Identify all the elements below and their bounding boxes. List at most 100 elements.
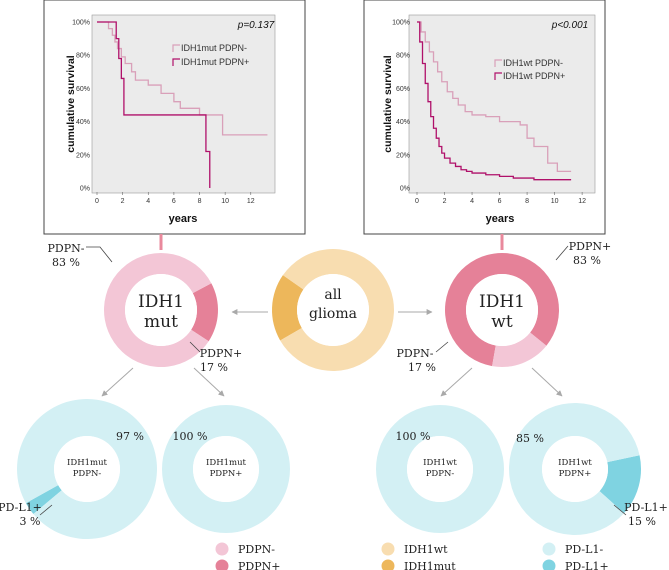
km-pvalue-idh1mut: p=0.137 [237, 20, 275, 31]
anno-mut-pos-pdl1-neg: 100 % [173, 430, 208, 443]
km-ticks-idh1mut: 0% 20% 40% 60% 80% 100% 0 2 4 6 8 10 12 [72, 20, 255, 206]
km-ytick-label: 40% [76, 119, 90, 126]
anno-mut-pdpn-neg-leader [86, 246, 113, 263]
center-wt-pos-1: IDH1wt [558, 458, 592, 468]
km-ytick-label: 60% [76, 86, 90, 93]
donut-hole [297, 274, 369, 346]
arrow-mut-pos [193, 367, 225, 397]
km-xtick-label: 4 [146, 198, 150, 205]
donut-slice-pdpnneg [104, 252, 212, 367]
km-legend-label-neg: IDH1mut PDPN- [181, 43, 247, 53]
donut-slice-pdpnpos [444, 253, 559, 367]
donut-slice-pd-l1pos [25, 485, 62, 514]
center-wt-pos-2: PDPN+ [559, 469, 592, 479]
km-legend-idh1mut: IDH1mut PDPN- IDH1mut PDPN+ [172, 43, 249, 67]
anno-wt-pdpn-pos-leader [555, 245, 569, 261]
anno-wt-pos-pdl1-pos-value: 15 % [628, 515, 656, 528]
donut-idh1mut-pdpn-neg [16, 398, 158, 539]
legend-label: IDH1wt [404, 543, 448, 556]
donut-slice-pd-l1pos [599, 455, 641, 514]
donut-slice-idh1wt [280, 248, 395, 371]
donut-idh1mut-pdpn-pos [162, 405, 290, 533]
legend-label: PD-L1- [565, 543, 603, 556]
donut-slice-idh1mut [272, 275, 304, 341]
center-idh1wt-2: wt [491, 312, 513, 332]
km-pvalue-idh1wt: p<0.001 [551, 20, 588, 31]
legend-label: PDPN- [238, 543, 275, 556]
center-mut-neg-1: IDH1mut [67, 458, 108, 468]
donut-slice-pd-l1neg [16, 398, 158, 539]
donut-center-labels: all glioma IDH1 mut IDH1 wt IDH1mut PDPN… [67, 287, 592, 479]
km-series-idh1mut-pdpn- [97, 21, 268, 136]
center-wt-neg-1: IDH1wt [423, 458, 457, 468]
km-xtick-label: 12 [578, 198, 586, 205]
km-xtick-label: 8 [525, 198, 529, 205]
km-ytick-label: 100% [72, 20, 90, 27]
center-idh1mut-2: mut [144, 312, 178, 332]
anno-wt-pos-pdl1-pos-leader [613, 504, 627, 516]
km-xtick-label: 2 [443, 198, 447, 205]
km-series-idh1wt-pdpnpos [417, 21, 572, 181]
anno-wt-pdpn-neg-value: 17 % [408, 361, 436, 374]
donut-idh1wt [444, 253, 559, 367]
km-xtick-label: 0 [95, 198, 99, 205]
km-ytick-label: 0% [400, 186, 410, 193]
donut-all-glioma [272, 248, 395, 371]
donut-hole [193, 436, 259, 502]
km-ytick-label: 20% [396, 152, 410, 159]
legend: PDPN- PDPN+ IDH1wt IDH1mut PD-L1- PD-L1+ [215, 542, 609, 570]
km-legend-mark-neg [172, 44, 180, 52]
percent-annotations: PDPN- 83 % PDPN+ 17 % PDPN+ 83 % PDPN- 1… [0, 240, 668, 528]
center-all-glioma-2: glioma [309, 306, 357, 322]
center-wt-neg-2: PDPN- [426, 469, 455, 479]
km-xtick-label: 12 [247, 198, 255, 205]
donut-hole [54, 436, 120, 502]
donut-slice-pdpnpos [191, 283, 218, 342]
km-series-idh1wt-pdpn- [417, 21, 572, 173]
km-plot-bg-idh1wt [408, 14, 596, 194]
arrow-wt-pos [531, 367, 563, 397]
km-xtick-label: 10 [551, 198, 559, 205]
legend-swatch [381, 559, 395, 570]
anno-mut-neg-pdl1-neg: 97 % [116, 430, 144, 443]
anno-mut-neg-pdl1-pos-value: 3 % [20, 515, 41, 528]
anno-wt-pdpn-neg-leader [435, 341, 449, 353]
donut-slice-pd-l1neg [162, 405, 290, 533]
donut-slice-pd-l1neg [376, 405, 504, 533]
anno-mut-pdpn-pos-label: PDPN+ [200, 347, 242, 360]
legend-swatch [381, 542, 395, 556]
anno-wt-pdpn-pos-value: 83 % [573, 254, 601, 267]
anno-wt-pos-pdl1-neg: 85 % [516, 432, 544, 445]
km-ytick-label: 100% [392, 20, 410, 27]
center-idh1wt-1: IDH1 [479, 292, 525, 312]
km-xtick-label: 10 [221, 198, 229, 205]
km-panel-idh1wt: 0% 20% 40% 60% 80% 100% 0 2 4 6 8 10 12 p<0.001 IDH1… [363, 0, 606, 235]
km-xtick-label: 4 [470, 198, 474, 205]
flow-arrows [101, 309, 563, 397]
km-lines-idh1mut [97, 21, 268, 188]
legend-label: IDH1mut [404, 560, 456, 570]
center-mut-neg-2: PDPN- [73, 469, 102, 479]
km-legend-mark-pos [172, 58, 180, 66]
legend-swatch [215, 542, 229, 556]
anno-mut-neg-pdl1-pos-leader [39, 504, 53, 516]
km-ytick-label: 20% [76, 152, 90, 159]
anno-mut-neg-pdl1-pos-label: PD-L1+ [0, 501, 42, 514]
km-ytick-label: 80% [396, 53, 410, 60]
center-mut-pos-2: PDPN+ [210, 469, 243, 479]
km-xlabel-idh1wt: years [486, 213, 515, 225]
km-ytick-label: 0% [80, 186, 90, 193]
anno-wt-pos-pdl1-pos-label: PD-L1+ [624, 501, 668, 514]
anno-wt-neg-pdl1-neg: 100 % [396, 430, 431, 443]
center-idh1mut-1: IDH1 [138, 292, 184, 312]
donut-slice-pd-l1neg [509, 403, 640, 535]
km-ticks-idh1wt: 0% 20% 40% 60% 80% 100% 0 2 4 6 8 10 12 [392, 20, 586, 206]
km-xtick-label: 6 [172, 198, 176, 205]
km-legend-idh1wt: IDH1wt PDPN- IDH1wt PDPN+ [494, 58, 565, 81]
km-legend-mark-neg [494, 59, 502, 67]
anno-mut-pdpn-neg-label: PDPN- [48, 242, 85, 255]
km-ytick-label: 80% [76, 53, 90, 60]
km-ytick-label: 60% [396, 86, 410, 93]
km-legend-label-neg: IDH1wt PDPN- [503, 58, 563, 68]
